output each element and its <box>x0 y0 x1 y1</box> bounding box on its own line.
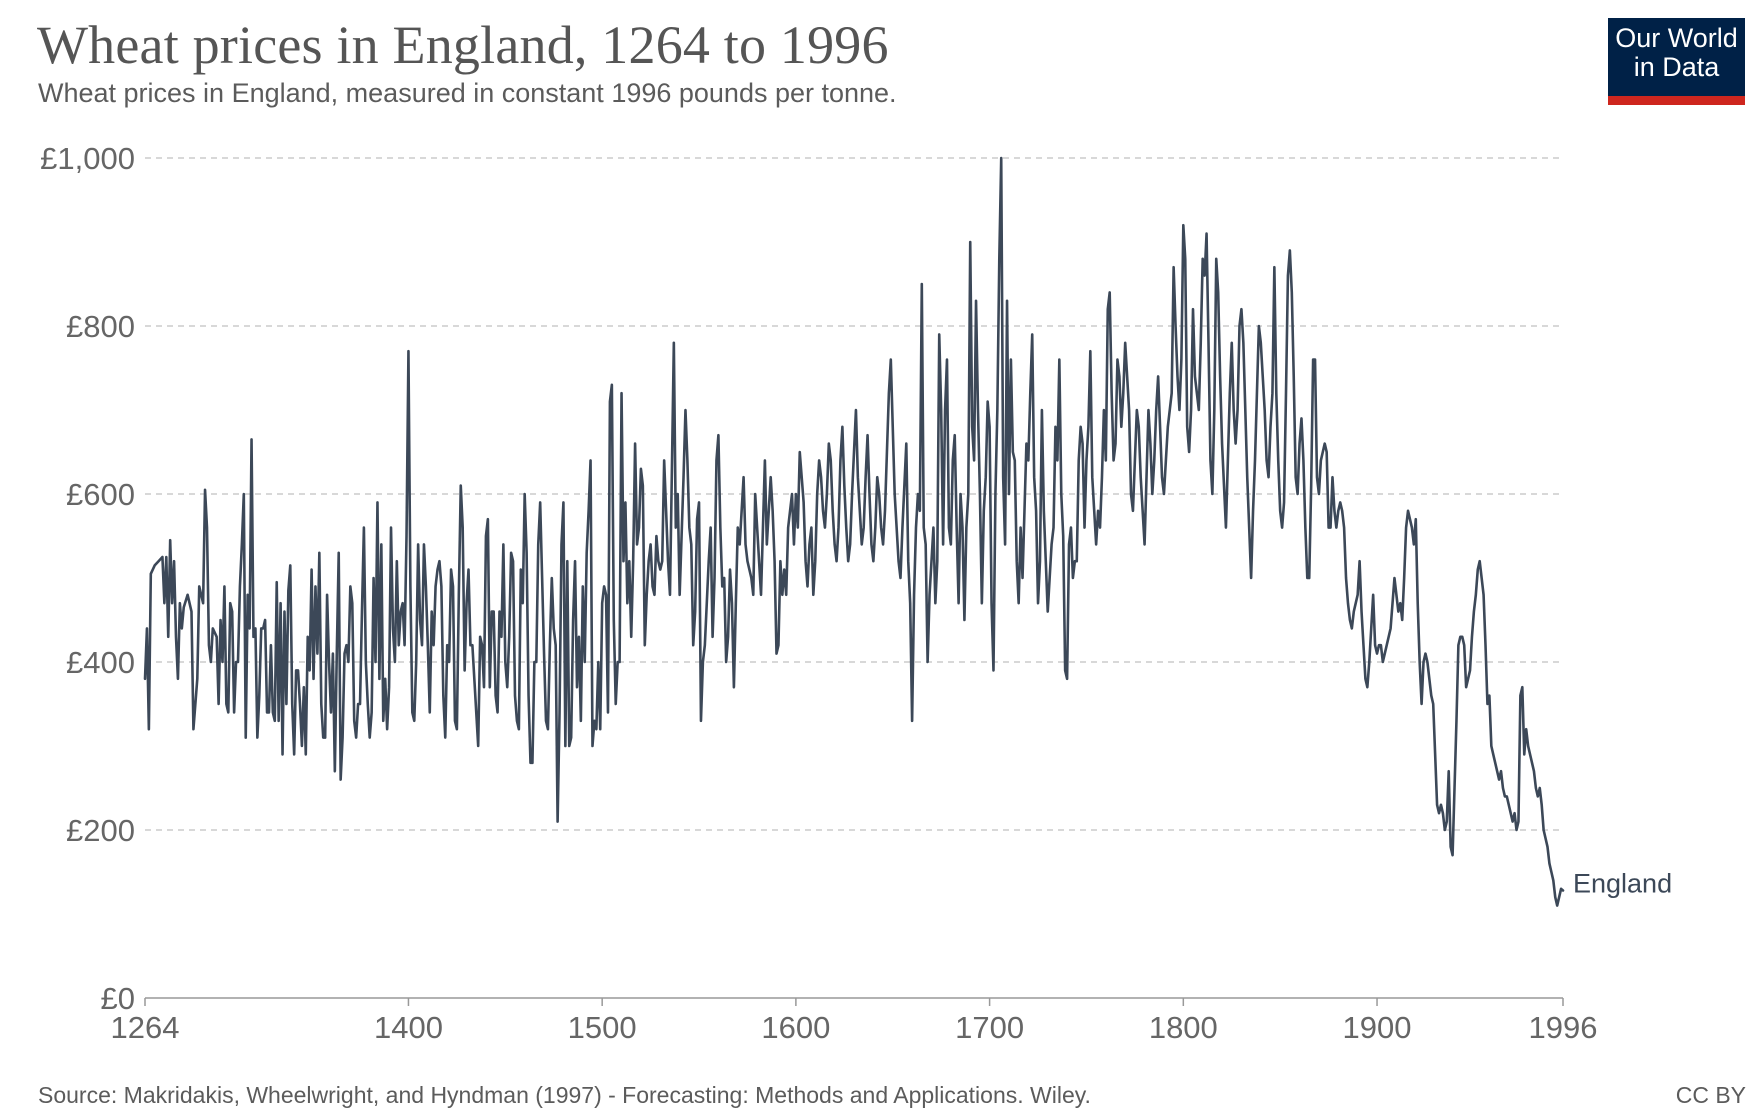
logo-line-2: in Data <box>1633 52 1720 82</box>
logo-accent-bar <box>1608 96 1745 105</box>
series-line-england <box>143 156 1565 907</box>
y-tick-label-600: £600 <box>66 477 135 512</box>
source-note: Source: Makridakis, Wheelwright, and Hyn… <box>38 1082 1091 1108</box>
y-tick-label-800: £800 <box>66 309 135 344</box>
x-tick-label-1500: 1500 <box>568 1010 637 1045</box>
chart-subtitle: Wheat prices in England, measured in con… <box>38 78 897 108</box>
chart-title: Wheat prices in England, 1264 to 1996 <box>37 15 889 75</box>
x-tick-label-1600: 1600 <box>761 1010 830 1045</box>
license-link[interactable]: CC BY <box>1675 1082 1746 1108</box>
y-tick-label-200: £200 <box>66 813 135 848</box>
y-tick-label-1000: £1,000 <box>40 141 135 176</box>
x-tick-label-1700: 1700 <box>955 1010 1024 1045</box>
x-tick-label-1900: 1900 <box>1343 1010 1412 1045</box>
x-tick-label-1264: 1264 <box>111 1010 180 1045</box>
x-tick-label-1996: 1996 <box>1529 1010 1598 1045</box>
logo-line-1: Our World <box>1615 23 1738 53</box>
x-tick-label-1400: 1400 <box>374 1010 443 1045</box>
y-tick-label-400: £400 <box>66 645 135 680</box>
series-label-england: England <box>1573 868 1672 898</box>
y-tick-label-0: £0 <box>101 981 135 1016</box>
x-tick-label-1800: 1800 <box>1149 1010 1218 1045</box>
owid-logo[interactable]: Our World in Data <box>1608 18 1745 105</box>
